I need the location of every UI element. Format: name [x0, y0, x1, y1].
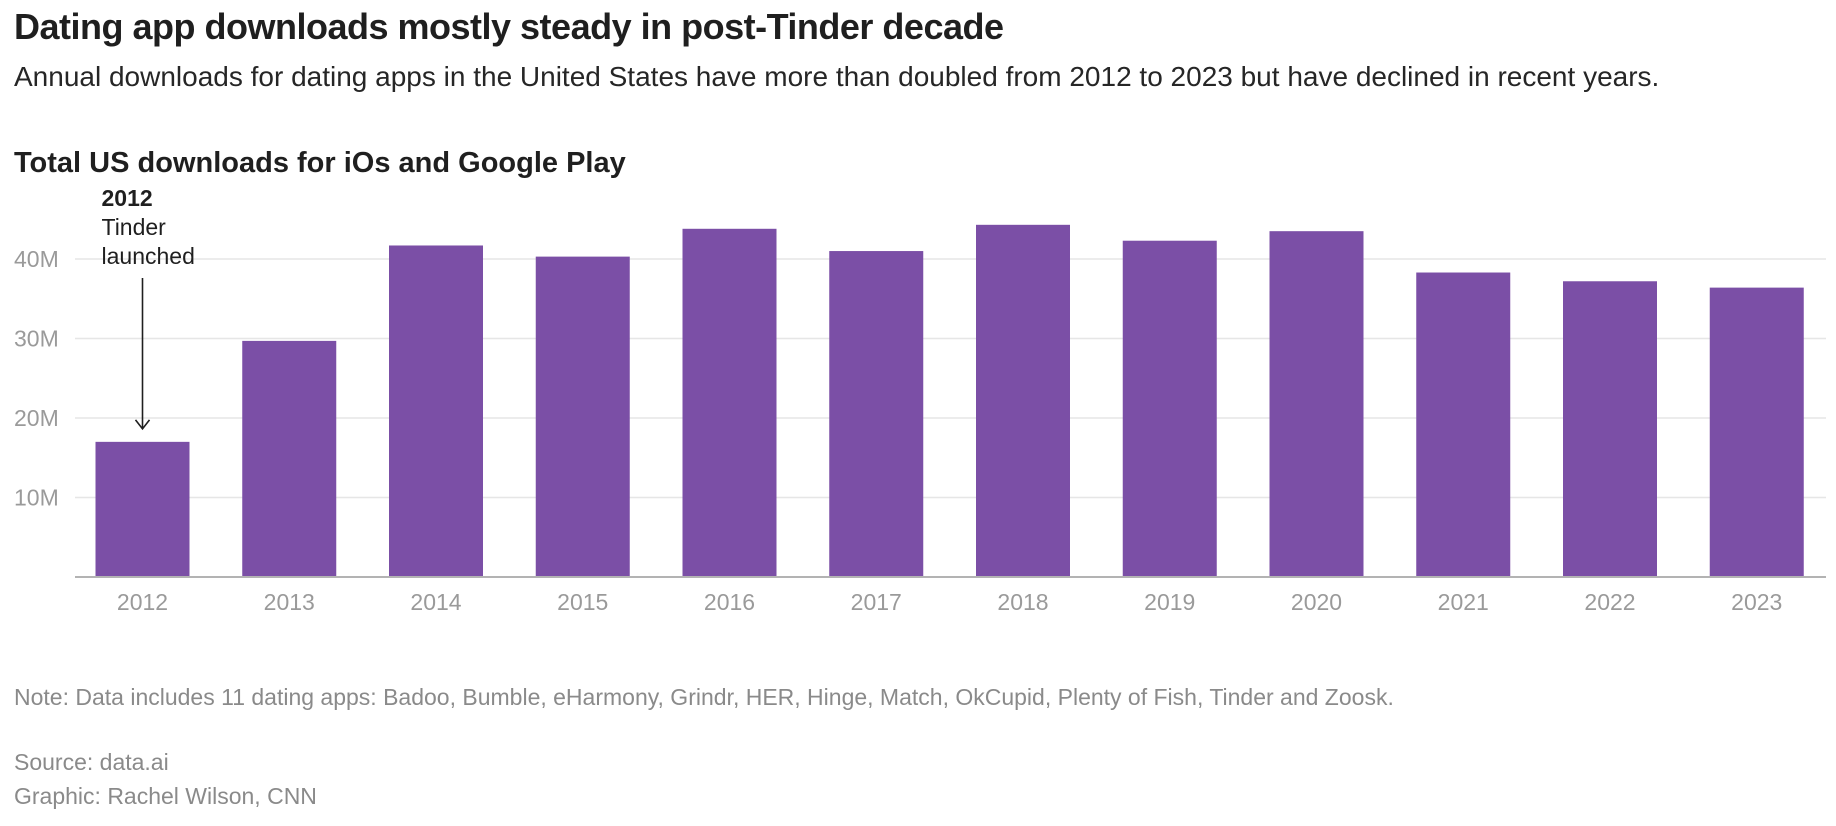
y-axis-ticks: 10M 20M 30M 40M [14, 246, 59, 511]
chart-title: Total US downloads for iOs and Google Pl… [14, 147, 626, 179]
bar-2017 [829, 251, 924, 578]
annotation-year: 2012 [102, 185, 153, 211]
bar-2020 [1269, 231, 1364, 578]
x-tick-label: 2012 [117, 589, 168, 615]
x-axis-ticks: 2012 2013 2014 2015 2016 2017 2018 2019 2020 2021… [117, 589, 1782, 615]
x-tick-label: 2017 [851, 589, 902, 615]
bar-2016 [682, 228, 777, 578]
annotation-text: Tinder [102, 214, 167, 240]
tinder-annotation: 2012 Tinder launched [102, 185, 195, 431]
y-tick-label: 20M [14, 405, 59, 431]
x-tick-label: 2021 [1438, 589, 1489, 615]
source-line: Source: data.ai [14, 749, 169, 775]
graphic-credit: Graphic: Rachel Wilson, CNN [14, 783, 317, 809]
bar-2022 [1563, 281, 1657, 577]
x-tick-label: 2014 [410, 589, 461, 615]
subheadline: Annual downloads for dating apps in the … [14, 61, 1660, 92]
x-tick-label: 2019 [1144, 589, 1195, 615]
x-tick-label: 2016 [704, 589, 755, 615]
bar-2019 [1122, 240, 1217, 577]
bar-2021 [1416, 272, 1511, 577]
bar-2018 [976, 224, 1070, 577]
x-tick-label: 2023 [1731, 589, 1782, 615]
annotation-arrow-head [134, 419, 151, 431]
x-tick-label: 2015 [557, 589, 608, 615]
footnote: Note: Data includes 11 dating apps: Bado… [14, 684, 1394, 710]
y-tick-label: 30M [14, 326, 59, 352]
x-tick-label: 2013 [264, 589, 315, 615]
bar-2013 [242, 340, 337, 577]
bar-2012 [95, 441, 190, 577]
annotation-text: launched [102, 243, 195, 269]
bar-2014 [389, 245, 483, 578]
gridlines [75, 258, 1826, 499]
x-tick-label: 2018 [997, 589, 1048, 615]
bar-2015 [535, 256, 630, 577]
bar-2023 [1709, 287, 1804, 577]
x-tick-label: 2022 [1584, 589, 1635, 615]
y-tick-label: 10M [14, 485, 59, 511]
bars [95, 224, 1804, 578]
x-tick-label: 2020 [1291, 589, 1342, 615]
headline: Dating app downloads mostly steady in po… [14, 6, 1004, 47]
y-tick-label: 40M [14, 246, 59, 272]
